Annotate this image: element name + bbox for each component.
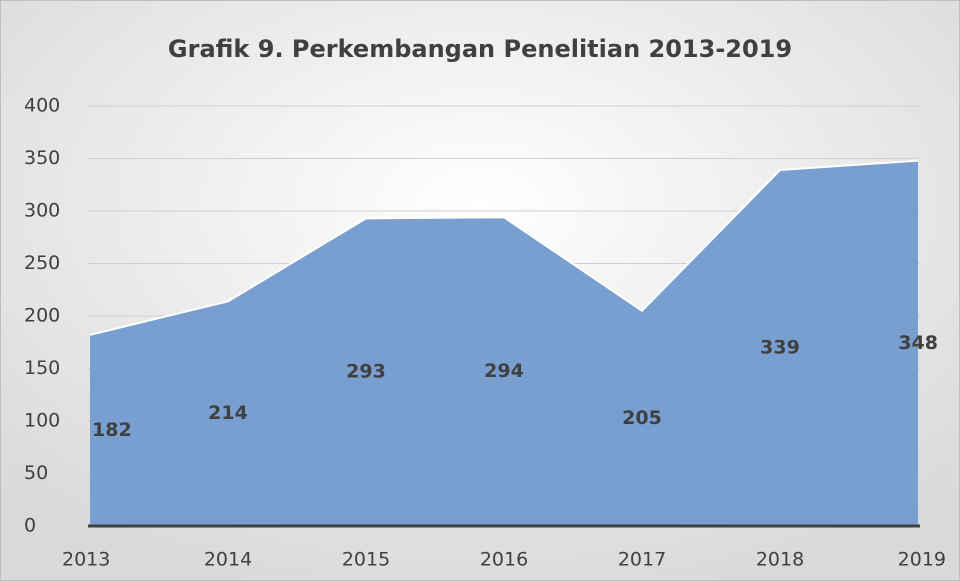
y-tick-label: 400 bbox=[24, 95, 60, 117]
y-tick-label: 50 bbox=[24, 462, 48, 484]
data-label: 205 bbox=[622, 407, 662, 429]
x-tick-label: 2017 bbox=[618, 549, 666, 571]
data-label: 348 bbox=[898, 332, 938, 354]
y-tick-label: 0 bbox=[24, 515, 36, 537]
y-tick-label: 250 bbox=[24, 252, 60, 274]
x-tick-label: 2018 bbox=[756, 549, 804, 571]
x-tick-label: 2015 bbox=[342, 549, 390, 571]
data-label: 214 bbox=[208, 402, 248, 424]
area bbox=[90, 160, 918, 526]
x-tick-label: 2013 bbox=[62, 549, 110, 571]
data-label: 339 bbox=[760, 337, 800, 359]
y-tick-label: 200 bbox=[24, 305, 60, 327]
area-edge bbox=[89, 159, 919, 336]
x-tick-label: 2014 bbox=[204, 549, 252, 571]
x-tick-label: 2019 bbox=[898, 549, 946, 571]
chart-title: Grafik 9. Perkembangan Penelitian 2013-2… bbox=[168, 35, 792, 63]
x-tick-label: 2016 bbox=[480, 549, 528, 571]
y-tick-label: 350 bbox=[24, 147, 60, 169]
y-tick-label: 100 bbox=[24, 410, 60, 432]
data-label: 294 bbox=[484, 360, 524, 382]
y-tick-label: 150 bbox=[24, 357, 60, 379]
y-tick-label: 300 bbox=[24, 200, 60, 222]
data-label: 293 bbox=[346, 361, 386, 383]
data-label: 182 bbox=[92, 419, 132, 441]
